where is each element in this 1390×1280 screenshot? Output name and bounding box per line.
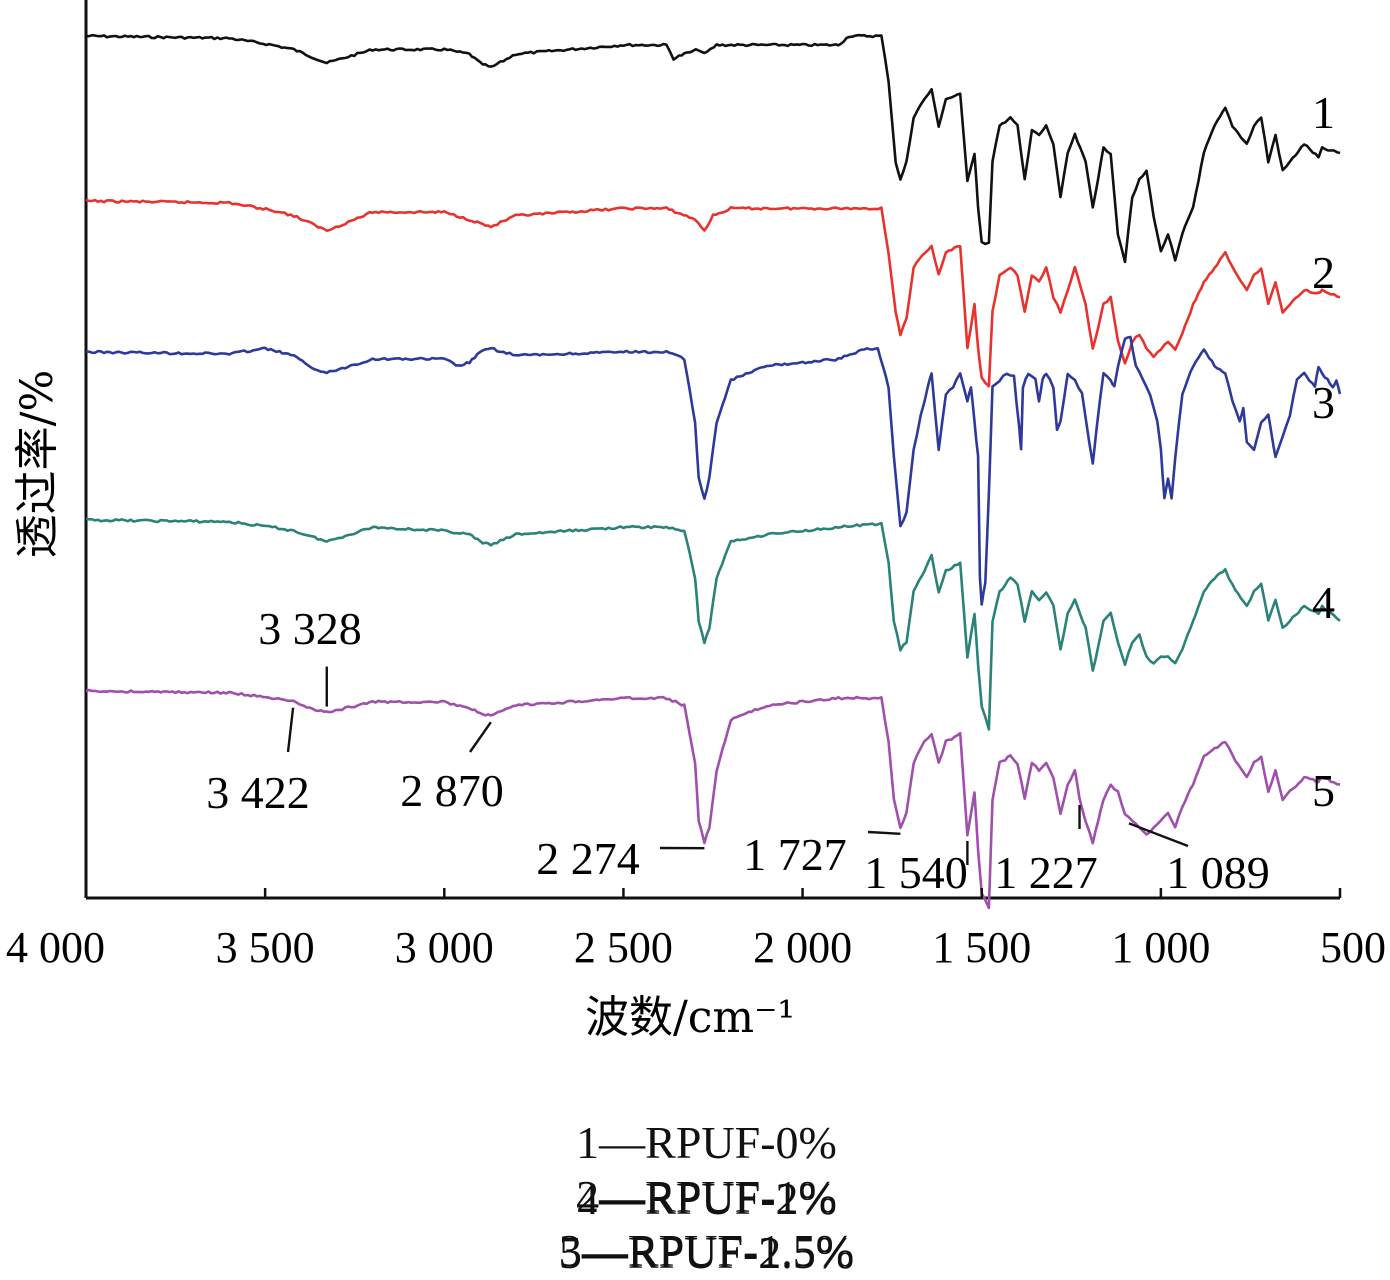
annotation-leader bbox=[470, 722, 491, 752]
annotation-layer: 3 328 3 422 2 870 2 274 1 727 1 540 1 227 1 089 bbox=[206, 603, 1270, 898]
series-line-2 bbox=[86, 200, 1340, 386]
series-label-5: 5 bbox=[1312, 765, 1335, 816]
annotation-leader bbox=[288, 708, 293, 752]
x-tick-label: 2 500 bbox=[574, 923, 673, 972]
x-tick-label: 3 500 bbox=[216, 923, 315, 972]
x-tick-label: 500 bbox=[1320, 923, 1386, 972]
x-tick-label: 4 000 bbox=[6, 923, 105, 972]
peak-label: 2 870 bbox=[400, 765, 504, 816]
peak-label: 3 422 bbox=[206, 767, 310, 818]
ftir-chart: 1 2 3 4 5 3 328 3 422 2 870 2 274 1 727 1 540 1 22… bbox=[0, 0, 1390, 1060]
peak-label: 2 274 bbox=[536, 833, 640, 884]
series-label-2: 2 bbox=[1312, 247, 1335, 298]
x-tick-label: 2 000 bbox=[753, 923, 852, 972]
annotation-leader bbox=[1129, 823, 1188, 846]
x-tick-layer: 4 000 3 500 3 000 2 500 2 000 1 500 1 000 500 bbox=[6, 888, 1386, 972]
series-line-1 bbox=[86, 35, 1340, 262]
x-tick-label: 1 000 bbox=[1111, 923, 1210, 972]
peak-label: 3 328 bbox=[258, 603, 362, 654]
legend-row-2: 4—RPUF-2% 5—RPUF-2.5% bbox=[0, 1118, 1390, 1280]
legend-item-5: 5—RPUF-2.5% bbox=[559, 1227, 854, 1278]
x-tick-label: 1 500 bbox=[932, 923, 1031, 972]
y-axis-label: 透过率/% bbox=[12, 370, 63, 559]
x-axis-label: 波数/cm⁻¹ bbox=[585, 992, 795, 1043]
peak-label: 1 089 bbox=[1166, 847, 1270, 898]
legend-item-4: 4—RPUF-2% bbox=[576, 1173, 837, 1224]
peak-label: 1 227 bbox=[994, 847, 1098, 898]
peak-label: 1 727 bbox=[743, 829, 847, 880]
peak-label: 1 540 bbox=[864, 847, 968, 898]
series-line-3 bbox=[86, 337, 1340, 605]
x-tick-label: 3 000 bbox=[395, 923, 494, 972]
series-label-3: 3 bbox=[1312, 377, 1335, 428]
annotation-leader bbox=[868, 832, 900, 834]
series-label-1: 1 bbox=[1312, 87, 1335, 138]
series-label-4: 4 bbox=[1312, 577, 1335, 628]
